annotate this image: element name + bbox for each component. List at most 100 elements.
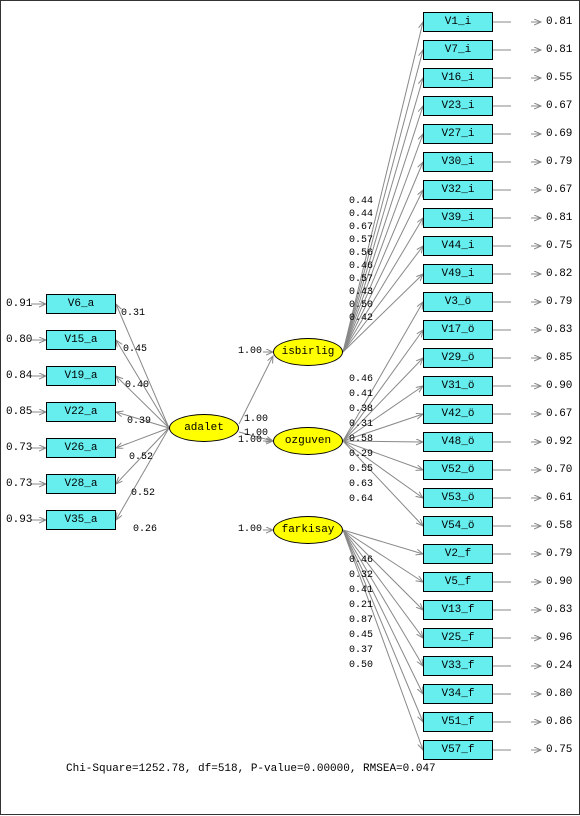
path-1: 1.00 bbox=[244, 428, 268, 439]
latent-var-farkisay: 1.00 bbox=[238, 524, 262, 535]
right-var-13: V31_ö bbox=[423, 376, 493, 396]
right-var-10: V3_ö bbox=[423, 292, 493, 312]
load-f-6: 0.37 bbox=[349, 645, 373, 656]
load-i-4: 0.56 bbox=[349, 248, 373, 259]
left-var-0: V6_a bbox=[46, 294, 116, 314]
load-o-6: 0.55 bbox=[349, 464, 373, 475]
right-var-3: V23_i bbox=[423, 96, 493, 116]
right-err-15: 0.92 bbox=[546, 436, 572, 448]
load-o-4: 0.58 bbox=[349, 434, 373, 445]
right-err-6: 0.67 bbox=[546, 184, 572, 196]
latent-adalet: adalet bbox=[169, 414, 239, 442]
right-var-18: V54_ö bbox=[423, 516, 493, 536]
load-i-6: 0.57 bbox=[349, 274, 373, 285]
right-err-0: 0.81 bbox=[546, 16, 572, 28]
load-f-1: 0.32 bbox=[349, 570, 373, 581]
right-var-26: V57_f bbox=[423, 740, 493, 760]
load-o-5: 0.29 bbox=[349, 449, 373, 460]
left-load-4: 0.52 bbox=[129, 452, 153, 463]
right-err-9: 0.82 bbox=[546, 268, 572, 280]
left-load-6: 0.26 bbox=[133, 524, 157, 535]
right-var-0: V1_i bbox=[423, 12, 493, 32]
right-var-16: V52_ö bbox=[423, 460, 493, 480]
left-var-2: V19_a bbox=[46, 366, 116, 386]
right-err-20: 0.90 bbox=[546, 576, 572, 588]
left-var-5: V28_a bbox=[46, 474, 116, 494]
path-0: 1.00 bbox=[244, 414, 268, 425]
right-var-2: V16_i bbox=[423, 68, 493, 88]
left-err-3: 0.85 bbox=[6, 406, 32, 418]
fit-stats: Chi-Square=1252.78, df=518, P-value=0.00… bbox=[66, 763, 436, 775]
right-var-20: V5_f bbox=[423, 572, 493, 592]
left-load-2: 0.40 bbox=[125, 380, 149, 391]
right-err-11: 0.83 bbox=[546, 324, 572, 336]
right-err-26: 0.75 bbox=[546, 744, 572, 756]
right-var-21: V13_f bbox=[423, 600, 493, 620]
right-err-3: 0.67 bbox=[546, 100, 572, 112]
right-var-4: V27_i bbox=[423, 124, 493, 144]
right-var-23: V33_f bbox=[423, 656, 493, 676]
left-err-2: 0.84 bbox=[6, 370, 32, 382]
latent-var-isbirlig: 1.00 bbox=[238, 346, 262, 357]
load-f-2: 0.41 bbox=[349, 585, 373, 596]
left-load-1: 0.45 bbox=[123, 344, 147, 355]
right-err-7: 0.81 bbox=[546, 212, 572, 224]
right-err-14: 0.67 bbox=[546, 408, 572, 420]
load-o-2: 0.38 bbox=[349, 404, 373, 415]
right-var-14: V42_ö bbox=[423, 404, 493, 424]
right-err-19: 0.79 bbox=[546, 548, 572, 560]
right-err-12: 0.85 bbox=[546, 352, 572, 364]
latent-ozguven: ozguven bbox=[273, 427, 343, 455]
load-f-5: 0.45 bbox=[349, 630, 373, 641]
right-var-22: V25_f bbox=[423, 628, 493, 648]
right-err-21: 0.83 bbox=[546, 604, 572, 616]
right-err-24: 0.80 bbox=[546, 688, 572, 700]
right-err-2: 0.55 bbox=[546, 72, 572, 84]
left-var-6: V35_a bbox=[46, 510, 116, 530]
load-o-3: 0.31 bbox=[349, 419, 373, 430]
right-var-1: V7_i bbox=[423, 40, 493, 60]
right-var-9: V49_i bbox=[423, 264, 493, 284]
sem-diagram: V6_a0.910.31V15_a0.800.45V19_a0.840.40V2… bbox=[0, 0, 580, 815]
latent-isbirlig: isbirlig bbox=[273, 338, 343, 366]
right-var-5: V30_i bbox=[423, 152, 493, 172]
load-i-7: 0.43 bbox=[349, 287, 373, 298]
load-i-3: 0.57 bbox=[349, 235, 373, 246]
load-f-3: 0.21 bbox=[349, 600, 373, 611]
load-f-7: 0.50 bbox=[349, 660, 373, 671]
load-o-8: 0.64 bbox=[349, 494, 373, 505]
right-var-11: V17_ö bbox=[423, 320, 493, 340]
load-o-0: 0.46 bbox=[349, 374, 373, 385]
right-var-6: V32_i bbox=[423, 180, 493, 200]
right-var-12: V29_ö bbox=[423, 348, 493, 368]
left-err-1: 0.80 bbox=[6, 334, 32, 346]
right-err-18: 0.58 bbox=[546, 520, 572, 532]
left-load-5: 0.52 bbox=[131, 488, 155, 499]
right-err-17: 0.61 bbox=[546, 492, 572, 504]
right-err-8: 0.75 bbox=[546, 240, 572, 252]
load-i-9: 0.42 bbox=[349, 313, 373, 324]
right-var-15: V48_ö bbox=[423, 432, 493, 452]
right-var-24: V34_f bbox=[423, 684, 493, 704]
right-err-23: 0.24 bbox=[546, 660, 572, 672]
left-load-0: 0.31 bbox=[121, 308, 145, 319]
right-err-16: 0.70 bbox=[546, 464, 572, 476]
left-var-4: V26_a bbox=[46, 438, 116, 458]
right-err-1: 0.81 bbox=[546, 44, 572, 56]
right-err-5: 0.79 bbox=[546, 156, 572, 168]
right-err-4: 0.69 bbox=[546, 128, 572, 140]
right-var-7: V39_i bbox=[423, 208, 493, 228]
load-f-0: 0.46 bbox=[349, 555, 373, 566]
left-err-4: 0.73 bbox=[6, 442, 32, 454]
right-var-8: V44_i bbox=[423, 236, 493, 256]
right-var-17: V53_ö bbox=[423, 488, 493, 508]
right-var-25: V51_f bbox=[423, 712, 493, 732]
left-var-1: V15_a bbox=[46, 330, 116, 350]
load-i-2: 0.67 bbox=[349, 222, 373, 233]
load-i-5: 0.46 bbox=[349, 261, 373, 272]
left-var-3: V22_a bbox=[46, 402, 116, 422]
right-var-19: V2_f bbox=[423, 544, 493, 564]
right-err-13: 0.90 bbox=[546, 380, 572, 392]
right-err-10: 0.79 bbox=[546, 296, 572, 308]
load-o-1: 0.41 bbox=[349, 389, 373, 400]
